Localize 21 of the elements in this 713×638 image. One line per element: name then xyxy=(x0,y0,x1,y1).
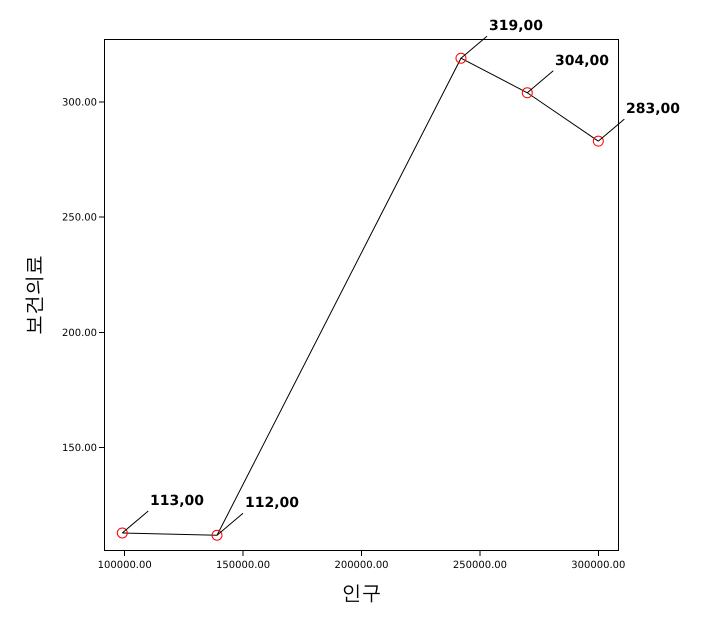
data-label: 113,00 xyxy=(150,493,204,509)
y-tick-label: 150.00 xyxy=(62,443,97,454)
point xyxy=(592,136,604,147)
x-tick-label: 100000.00 xyxy=(98,560,152,571)
x-tick-label: 200000.00 xyxy=(334,560,389,571)
x-tick-label: 150000.00 xyxy=(216,560,270,571)
point xyxy=(455,52,466,64)
data-label: 304,00 xyxy=(555,53,610,69)
y-tick-label: 250.00 xyxy=(62,212,97,224)
y-axis-title: 보건의료 xyxy=(22,255,46,335)
data-label: 112,00 xyxy=(245,495,300,511)
y-tick-label: 300.00 xyxy=(62,97,97,108)
point xyxy=(212,530,223,541)
x-tick-label: 300000.00 xyxy=(571,560,626,571)
data-label: 283,00 xyxy=(626,101,680,117)
point xyxy=(116,527,128,538)
x-tick-label: 250000.00 xyxy=(452,560,507,571)
y-tick-label: 200.00 xyxy=(62,328,97,339)
x-axis-title: 인구 xyxy=(342,580,382,604)
point xyxy=(522,87,533,98)
data-label: 319,00 xyxy=(489,18,544,34)
